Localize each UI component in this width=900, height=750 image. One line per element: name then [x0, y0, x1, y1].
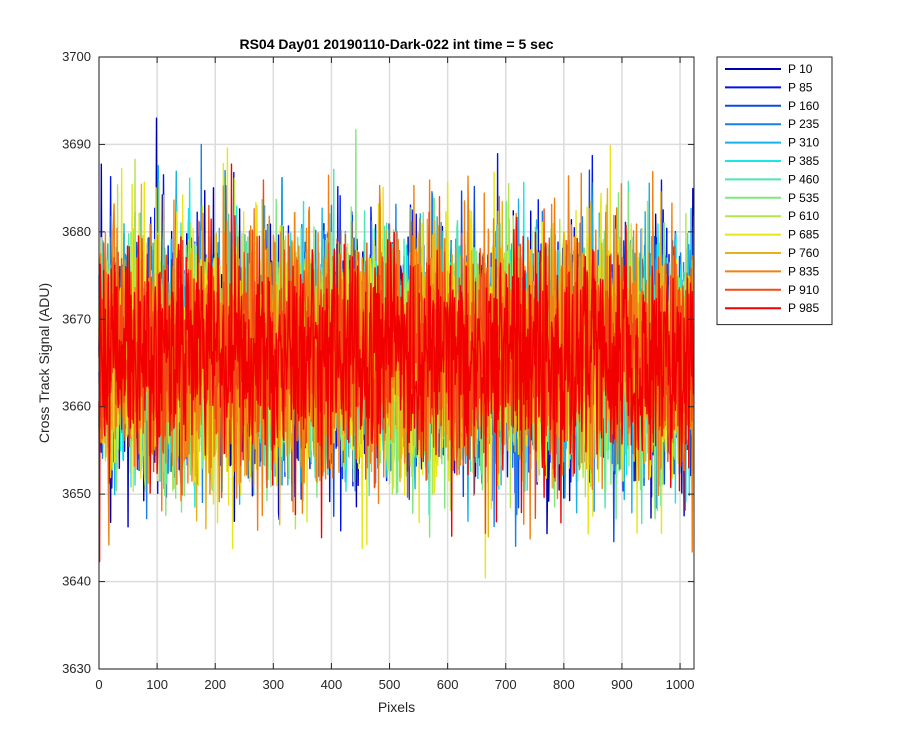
series-line-p-985: [98, 163, 695, 563]
legend-entry: P 85: [788, 80, 813, 94]
y-tick-label: 3700: [62, 49, 91, 64]
x-tick-label: 900: [611, 677, 633, 692]
legend-entry: P 985: [788, 301, 819, 315]
x-tick-label: 300: [262, 677, 284, 692]
y-tick-label: 3660: [62, 399, 91, 414]
legend-entry: P 835: [788, 264, 819, 278]
legend-entry: P 910: [788, 283, 819, 297]
y-tick-label: 3630: [62, 661, 91, 676]
legend-entry: P 535: [788, 191, 819, 205]
legend-entry: P 685: [788, 228, 819, 242]
legend-entry: P 310: [788, 136, 819, 150]
x-axis: 0 100 200 300 400 500 600 700 800 900 1000: [95, 57, 695, 692]
x-axis-label: Pixels: [378, 699, 415, 715]
y-tick-label: 3670: [62, 311, 91, 326]
legend-entry: P 10: [788, 62, 813, 76]
y-tick-label: 3650: [62, 486, 91, 501]
legend-entry: P 760: [788, 246, 819, 260]
y-tick-label: 3680: [62, 224, 91, 239]
legend-box: [716, 56, 833, 326]
legend-entry: P 160: [788, 99, 819, 113]
x-tick-label: 500: [379, 677, 401, 692]
x-tick-label: 200: [204, 677, 226, 692]
x-tick-label: 0: [95, 677, 102, 692]
y-tick-label: 3690: [62, 136, 91, 151]
x-tick-label: 600: [437, 677, 459, 692]
x-tick-label: 800: [553, 677, 575, 692]
y-axis-label: Cross Track Signal (ADU): [36, 283, 52, 443]
series-lines: [98, 117, 695, 579]
x-tick-label: 100: [146, 677, 168, 692]
x-tick-label: 1000: [666, 677, 695, 692]
legend-entry: P 460: [788, 172, 819, 186]
legend: P 10 P 85 P 160 P 235 P 310 P 385 P 460 P 535 P …: [716, 56, 833, 326]
plot-frame: [98, 56, 695, 670]
legend-entry: P 235: [788, 117, 819, 131]
legend-entry: P 385: [788, 154, 819, 168]
legend-entry: P 610: [788, 209, 819, 223]
y-axis: 3630 3640 3650 3660 3670 3680 3690 3700: [62, 49, 694, 676]
x-tick-label: 400: [321, 677, 343, 692]
x-tick-label: 700: [495, 677, 517, 692]
y-tick-label: 3640: [62, 574, 91, 589]
chart-title: RS04 Day01 20190110-Dark-022 int time = …: [239, 36, 553, 52]
